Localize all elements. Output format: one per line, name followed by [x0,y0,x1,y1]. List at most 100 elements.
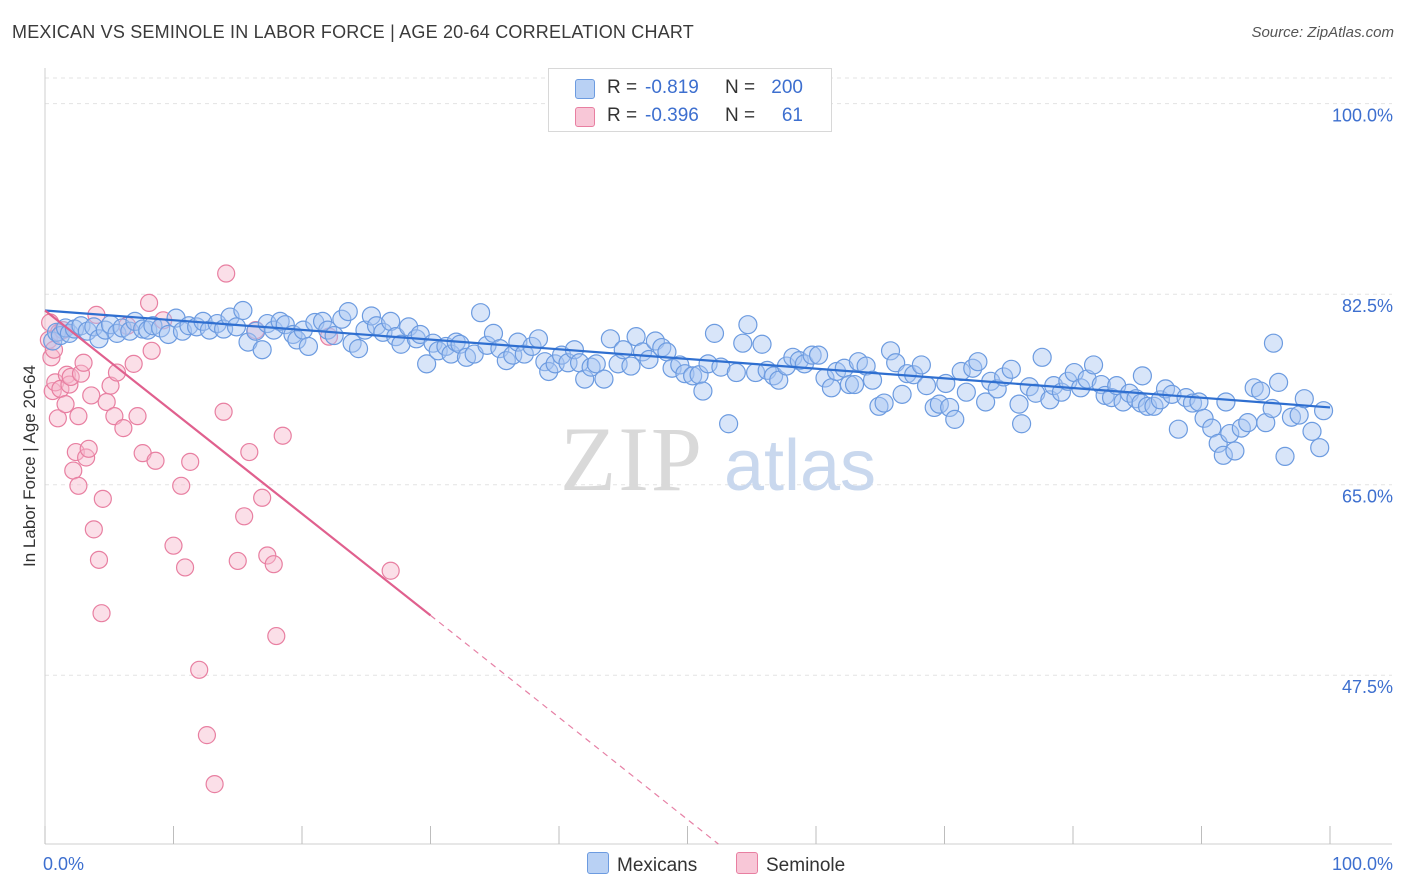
seminole-point [139,293,159,312]
seminole-point [240,442,259,462]
mexicans-point [968,352,988,372]
legend-r-label: R = [607,77,638,98]
mexicans-point [963,358,983,378]
seminole-point [175,558,195,577]
seminole-point [124,354,143,373]
grid-lines [45,77,1392,676]
mexicans-point [1238,413,1258,433]
bottom-legend-seminole: Seminole [736,852,845,877]
mexicans-point [976,392,996,412]
mexicans-point [158,324,178,345]
seminole-point [61,367,80,387]
bottom-legend-label: Mexicans [617,855,698,876]
watermark-atlas: atlas [724,426,876,506]
mexicans-point [417,354,437,374]
correlation-legend: R = -0.819 N = 200 R = -0.396 N = 61 [548,68,832,132]
mexicans-point [752,334,772,354]
seminole-point [228,551,247,571]
seminole-point [60,375,79,394]
mexicans-point [683,366,703,386]
mexicans-point [270,311,290,332]
seminole-point [146,451,165,470]
mexicans-point [1040,390,1060,410]
seminole-point [128,407,147,426]
mexicans-point [287,330,307,350]
chart-title: MEXICAN VS SEMINOLE IN LABOR FORCE | AGE… [12,22,694,42]
y-tick-label: 82.5% [1342,296,1393,316]
y-tick-label: 100.0% [1332,106,1393,126]
mexicans-point [621,356,641,376]
mexicans-point [862,370,883,390]
legend-n-value: 61 [781,105,803,126]
seminole-point [267,626,286,646]
source-credit: Source: ZipAtlas.com [1251,24,1394,41]
seminole-point [172,476,191,495]
mexicans-point [940,397,960,418]
mexicans-point [233,300,253,321]
watermark: ZIP atlas [560,408,876,510]
mexicans-point [789,351,809,371]
mexicans-point [839,374,860,395]
mexicans-point [945,409,965,429]
mexicans-point [1313,401,1334,421]
mexicans-point [348,339,369,359]
legend-n-label: N = [725,77,756,98]
mexicans-point [869,396,889,416]
mexicans-point [1032,347,1052,367]
mexicans-point [719,414,739,434]
seminole-point [181,452,200,471]
mexicans-point [704,323,725,343]
mexicans-point [1268,372,1289,392]
mexicans-point [821,378,842,398]
mexicans-point [1009,394,1029,414]
seminole-point [381,561,400,580]
mexicans-point [911,355,931,375]
bottom-legend-swatch-seminole [736,852,758,874]
mexicans-point [471,303,491,323]
seminole-point [253,488,272,507]
y-axis-label: In Labor Force | Age 20-64 [20,365,39,567]
mexicans-point [399,317,419,337]
mexicans-point [324,325,344,346]
legend-r-value: -0.396 [645,105,699,126]
mexicans-point [844,374,865,395]
mexicans-point [1101,388,1122,408]
mexicans-points [43,300,1334,467]
mexicans-point [95,320,115,340]
seminole-point [71,364,91,383]
mexicans-point [1194,408,1214,428]
mexicans-point [987,379,1007,399]
seminole-point [48,409,67,428]
x-tick-label: 0.0% [43,854,84,874]
mexicans-point [338,302,358,322]
mexicans-point [1289,405,1309,425]
mexicans-point [84,317,104,337]
seminole-point [197,726,217,745]
seminole-point [89,550,109,569]
mexicans-point [1256,413,1276,433]
mexicans-point [1281,407,1302,427]
mexicans-point [1216,392,1236,412]
seminole-point [190,660,209,679]
seminole-point [69,407,88,426]
mexicans-point [143,316,163,336]
mexicans-point [575,369,595,389]
mexicans-point [675,364,695,384]
mexicans-point [1083,355,1104,375]
mexicans-point [514,344,534,364]
seminole-point [74,353,93,372]
mexicans-point [1310,438,1330,458]
mexicans-point [956,382,976,402]
mexicans-point [1225,441,1245,461]
mexicans-point [1132,366,1152,386]
mexicans-point [880,341,901,361]
mexicans-point [528,329,549,349]
seminole-point [264,555,283,574]
seminole-point [93,489,112,508]
mexicans-point [539,361,559,382]
mexicans-point [1168,419,1188,439]
mexicans-point [1294,389,1314,409]
bottom-legend-label: Seminole [766,855,846,876]
mexicans-point [226,317,247,337]
